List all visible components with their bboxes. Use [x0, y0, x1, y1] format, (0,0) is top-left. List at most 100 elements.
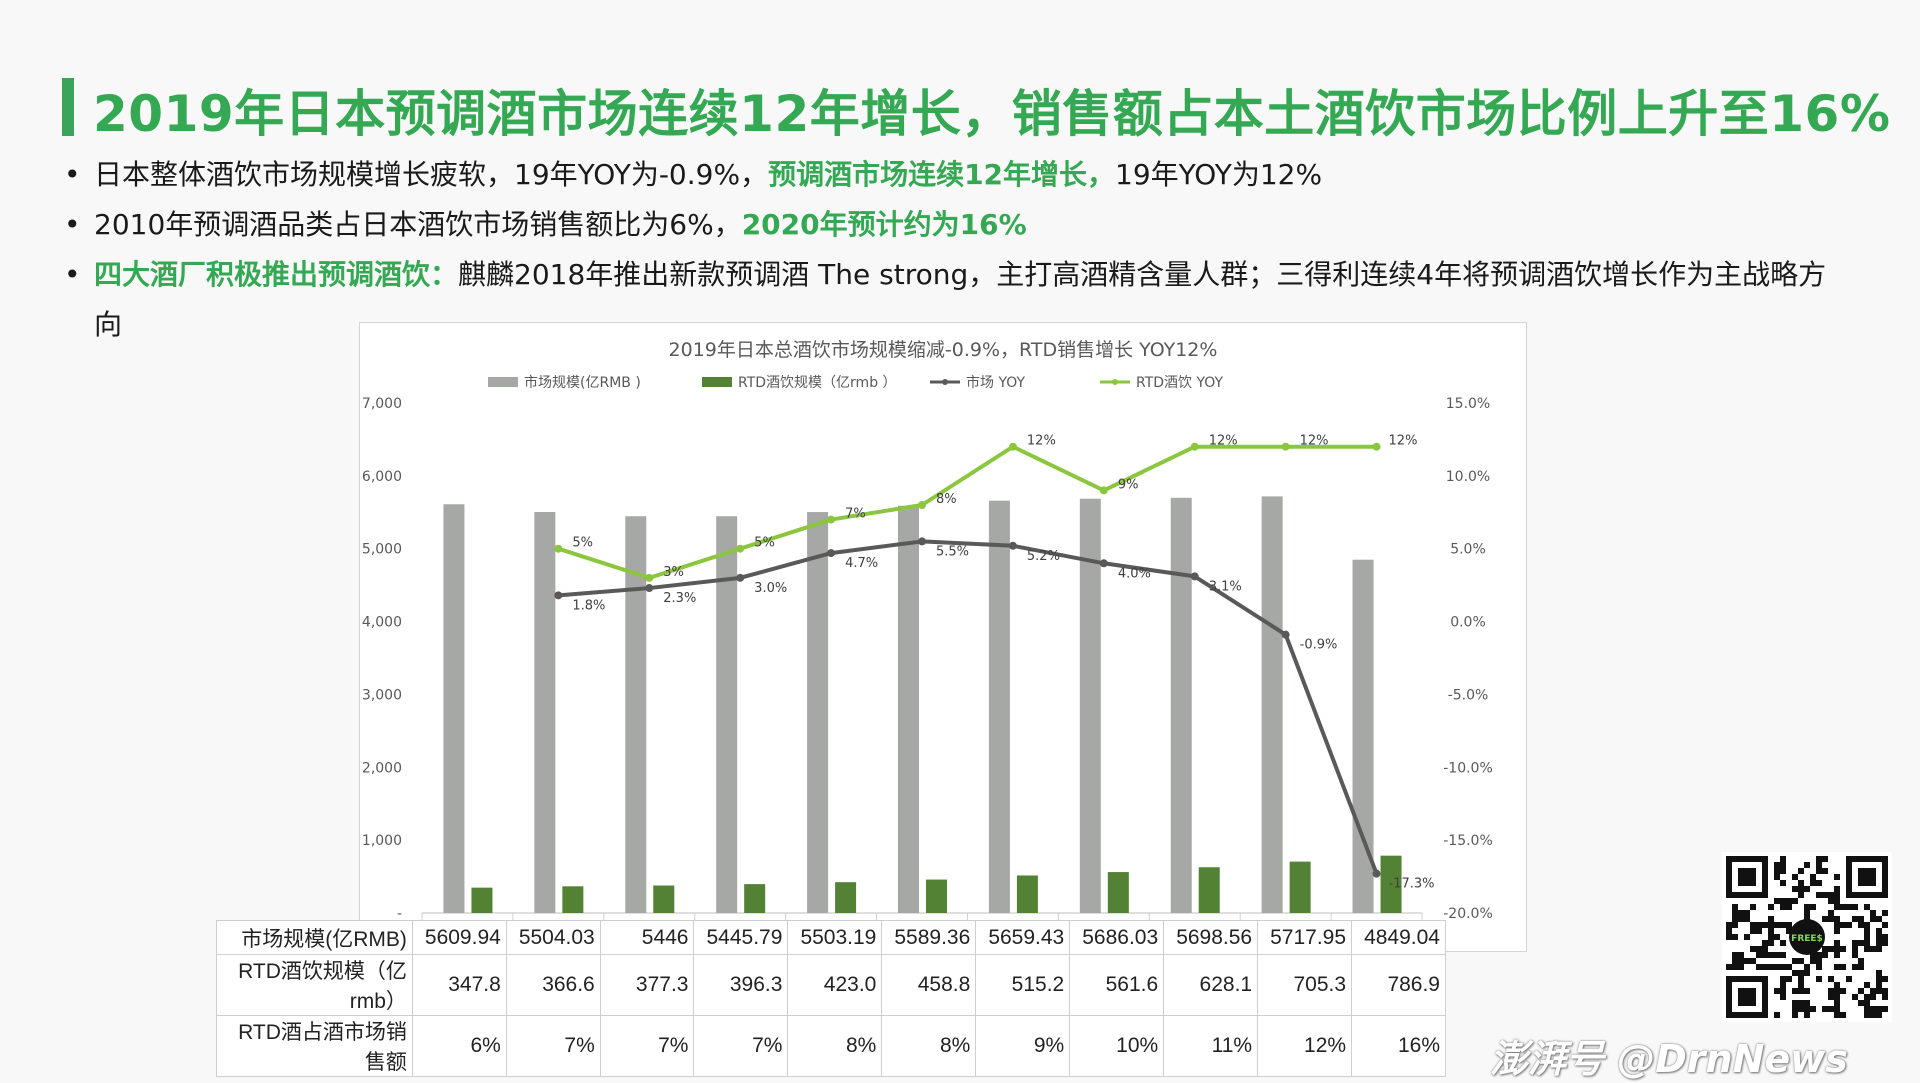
qr-module — [1882, 922, 1888, 928]
qr-module — [1762, 952, 1768, 958]
qr-module — [1732, 964, 1738, 970]
qr-module — [1816, 868, 1822, 874]
table-cell: 5445.79 — [693, 920, 789, 955]
bar — [1261, 496, 1283, 913]
qr-module — [1864, 922, 1870, 928]
qr-module — [1768, 940, 1774, 946]
qr-module — [1834, 892, 1840, 898]
qr-module — [1792, 898, 1798, 904]
data-label: 12% — [1027, 434, 1056, 449]
qr-module — [1822, 952, 1828, 958]
qr-module — [1798, 988, 1804, 994]
right-axis-tick: -20.0% — [1443, 906, 1493, 922]
qr-module — [1738, 916, 1744, 922]
qr-module — [1786, 898, 1792, 904]
qr-module — [1792, 958, 1798, 964]
legend-swatch — [702, 377, 732, 387]
qr-module — [1828, 1006, 1834, 1012]
qr-finder — [1738, 868, 1756, 886]
qr-module — [1816, 964, 1822, 970]
table-cell: 4849.04 — [1351, 920, 1446, 955]
bar — [835, 882, 857, 913]
qr-module — [1834, 1012, 1840, 1018]
qr-module — [1864, 1000, 1870, 1006]
right-axis-tick: -10.0% — [1443, 760, 1493, 776]
qr-module — [1726, 928, 1732, 934]
right-axis-tick: -5.0% — [1448, 687, 1489, 703]
qr-module — [1762, 946, 1768, 952]
qr-module — [1852, 964, 1858, 970]
qr-module — [1804, 964, 1810, 970]
left-axis-tick: 1,000 — [362, 833, 402, 849]
title-accent-bar — [62, 78, 74, 136]
qr-module — [1816, 892, 1822, 898]
qr-module — [1852, 946, 1858, 952]
legend-marker — [1112, 379, 1118, 385]
table-row: RTD酒饮规模（亿rmb） 347.8 366.6 377.3 396.3 423.0 45… — [216, 954, 1446, 1016]
legend-label: RTD酒饮规模（亿rmb ） — [738, 375, 897, 391]
qr-module — [1828, 988, 1834, 994]
qr-code-graphic: FREE$ — [1722, 852, 1892, 1022]
qr-module — [1732, 952, 1738, 958]
qr-module — [1876, 940, 1882, 946]
bullet-text: 麒麟2018年推出新款预调酒 The strong，主打高酒精含量人群；三得利连… — [94, 258, 1827, 341]
qr-module — [1834, 952, 1840, 958]
qr-module — [1834, 1006, 1840, 1012]
line-point — [554, 591, 563, 600]
qr-module — [1882, 940, 1888, 946]
data-label: -0.9% — [1300, 638, 1338, 653]
table-cell: 16% — [1351, 1015, 1446, 1077]
bullet-text: 19年YOY为12% — [1115, 158, 1323, 191]
qr-module — [1816, 976, 1822, 982]
qr-module — [1834, 994, 1840, 1000]
left-axis-tick: - — [397, 906, 402, 922]
bullet-highlight: 四大酒厂积极推出预调酒饮： — [94, 258, 459, 291]
qr-module — [1798, 970, 1804, 976]
bar — [471, 887, 493, 913]
qr-module — [1858, 940, 1864, 946]
chart-title: 2019年日本总酒饮市场规模缩减-0.9%，RTD销售增长 YOY12% — [669, 339, 1218, 361]
qr-module — [1876, 1012, 1882, 1018]
data-table-wrap: 市场规模(亿RMB) 5609.94 5504.03 5446 5445.79 5503.… — [216, 920, 1446, 1077]
qr-module — [1810, 952, 1816, 958]
table-cell: 5504.03 — [505, 920, 601, 955]
qr-module — [1828, 976, 1834, 982]
qr-module — [1840, 988, 1846, 994]
qr-module — [1834, 940, 1840, 946]
qr-logo — [1789, 919, 1825, 955]
qr-module — [1846, 922, 1852, 928]
qr-module — [1780, 868, 1786, 874]
qr-module — [1882, 994, 1888, 1000]
qr-module — [1882, 976, 1888, 982]
qr-module — [1750, 946, 1756, 952]
qr-code[interactable]: FREE$ — [1722, 852, 1892, 1022]
bullet-highlight: 2020年预计约为16% — [741, 208, 1027, 241]
qr-module — [1774, 964, 1780, 970]
qr-module — [1768, 916, 1774, 922]
table-cell: 561.6 — [1069, 954, 1165, 1016]
qr-module — [1876, 934, 1882, 940]
data-label: -17.3% — [1389, 877, 1435, 892]
table-cell: 8% — [881, 1015, 977, 1077]
qr-module — [1864, 994, 1870, 1000]
qr-finder — [1738, 988, 1756, 1006]
qr-module — [1870, 988, 1876, 994]
qr-module — [1768, 952, 1774, 958]
right-axis-tick: 15.0% — [1446, 396, 1490, 412]
qr-module — [1780, 922, 1786, 928]
qr-module — [1834, 916, 1840, 922]
table-cell: 5503.19 — [787, 920, 883, 955]
qr-module — [1876, 982, 1882, 988]
data-label: 4.0% — [1118, 566, 1151, 581]
qr-module — [1750, 922, 1756, 928]
bar — [1289, 861, 1311, 913]
qr-module — [1804, 910, 1810, 916]
data-label: 7% — [845, 507, 866, 522]
qr-module — [1852, 994, 1858, 1000]
qr-module — [1834, 982, 1840, 988]
left-axis-tick: 4,000 — [362, 615, 402, 631]
qr-module — [1828, 910, 1834, 916]
data-label: 3.0% — [754, 581, 787, 596]
line-point — [645, 584, 654, 593]
qr-module — [1858, 958, 1864, 964]
